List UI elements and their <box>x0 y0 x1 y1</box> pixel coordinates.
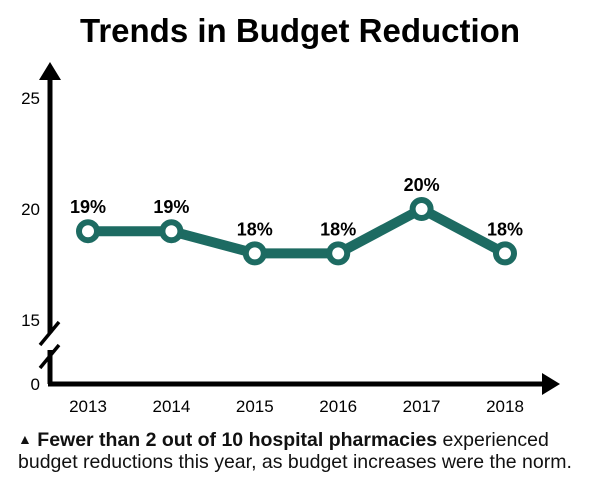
x-tick-label: 2017 <box>403 397 441 416</box>
chart-title: Trends in Budget Reduction <box>79 12 520 49</box>
footnote-text: experienced budget reductions this year,… <box>18 429 572 473</box>
x-axis-arrow <box>542 373 560 395</box>
data-point <box>409 197 434 221</box>
x-tick-label: 2018 <box>486 397 524 416</box>
data-label: 19% <box>153 197 189 217</box>
x-tick-label: 2016 <box>319 397 357 416</box>
series-line <box>88 204 508 259</box>
axis-break-gap <box>45 333 55 350</box>
footnote-bold: Fewer than 2 out of 10 hospital pharmaci… <box>37 429 438 451</box>
data-label: 20% <box>404 175 440 195</box>
data-point <box>326 241 351 266</box>
data-point <box>76 219 100 244</box>
x-tick-label: 2014 <box>152 397 190 416</box>
y-tick-label: 0 <box>31 375 40 394</box>
y-tick-label: 15 <box>21 311 40 330</box>
data-label: 18% <box>487 219 523 239</box>
y-axis-arrow <box>39 62 61 80</box>
triangle-up-icon: ▲ <box>18 431 32 447</box>
axis-break-mark <box>38 343 61 370</box>
axis-break-mark <box>38 320 61 347</box>
data-label: 18% <box>237 219 273 239</box>
data-point <box>159 219 184 244</box>
data-point <box>493 241 517 266</box>
y-tick-label: 20 <box>21 200 40 219</box>
footnote: ▲ Fewer than 2 out of 10 hospital pharma… <box>18 428 588 473</box>
y-tick-label: 25 <box>21 89 40 108</box>
data-label: 19% <box>70 197 106 217</box>
data-point <box>242 241 267 266</box>
x-tick-label: 2015 <box>236 397 274 416</box>
line-chart: 252015019%201319%201418%201518%201620%20… <box>21 62 560 416</box>
x-tick-label: 2013 <box>69 397 107 416</box>
data-label: 18% <box>320 219 356 239</box>
